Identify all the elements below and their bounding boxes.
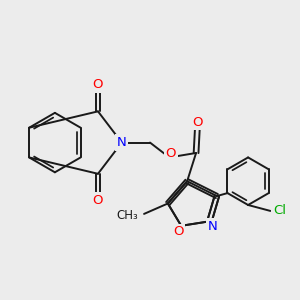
Text: O: O — [166, 147, 176, 160]
Text: N: N — [117, 136, 127, 149]
Text: O: O — [93, 78, 103, 91]
Text: O: O — [173, 225, 184, 238]
Text: N: N — [208, 220, 217, 233]
Text: CH₃: CH₃ — [116, 209, 138, 223]
Text: O: O — [93, 194, 103, 207]
Text: O: O — [192, 116, 203, 129]
Text: Cl: Cl — [273, 204, 286, 218]
